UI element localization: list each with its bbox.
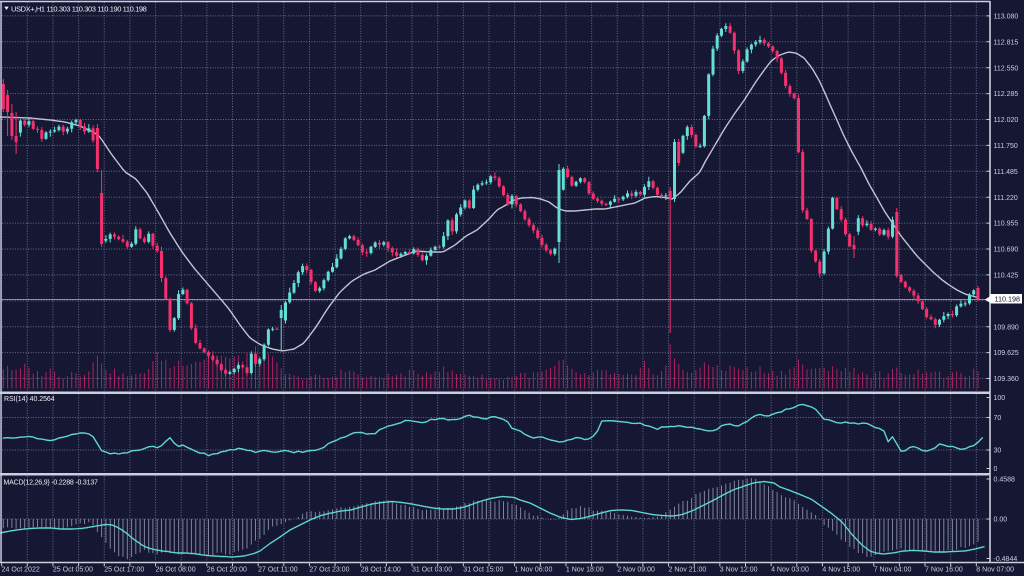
svg-text:70: 70 [994,415,1002,422]
svg-text:28 Oct 14:00: 28 Oct 14:00 [361,567,401,574]
svg-text:0.00: 0.00 [994,517,1008,524]
svg-text:1 Nov 06:00: 1 Nov 06:00 [515,567,553,574]
svg-text:-0.4844: -0.4844 [994,556,1018,563]
svg-text:1 Nov 18:00: 1 Nov 18:00 [566,567,604,574]
svg-text:USDX+,H1 110.303 110.303 110.: USDX+,H1 110.303 110.303 110.190 110.198 [11,5,147,14]
svg-text:111.750: 111.750 [994,143,1018,150]
svg-text:3 Nov 12:00: 3 Nov 12:00 [720,567,758,574]
svg-text:112.550: 112.550 [994,65,1019,72]
svg-text:112.815: 112.815 [994,39,1019,46]
svg-text:MACD(12,26,9) -0.2288 -0.3137: MACD(12,26,9) -0.2288 -0.3137 [4,480,99,487]
svg-text:30: 30 [994,448,1002,455]
svg-text:0: 0 [994,466,998,473]
svg-text:100: 100 [994,395,1006,402]
svg-text:7 Nov 16:00: 7 Nov 16:00 [925,567,963,574]
svg-text:26 Oct 20:00: 26 Oct 20:00 [207,567,247,574]
svg-text:110.690: 110.690 [994,247,1019,254]
svg-text:7 Nov 04:00: 7 Nov 04:00 [874,567,912,574]
svg-text:27 Oct 23:00: 27 Oct 23:00 [309,567,349,574]
svg-text:110.955: 110.955 [994,221,1019,228]
svg-text:110.425: 110.425 [994,273,1019,280]
svg-text:2 Nov 21:00: 2 Nov 21:00 [669,567,707,574]
svg-text:109.890: 109.890 [994,324,1019,331]
svg-text:25 Oct 17:00: 25 Oct 17:00 [104,567,144,574]
svg-text:111.485: 111.485 [994,169,1018,176]
svg-text:110.198: 110.198 [995,295,1020,304]
svg-text:112.020: 112.020 [994,117,1019,124]
svg-text:0.4588: 0.4588 [994,477,1016,484]
svg-text:31 Oct 03:00: 31 Oct 03:00 [412,567,452,574]
svg-text:24 Oct 2022: 24 Oct 2022 [2,567,40,574]
svg-text:4 Nov 03:00: 4 Nov 03:00 [771,567,809,574]
svg-text:4 Nov 15:00: 4 Nov 15:00 [822,567,860,574]
svg-text:25 Oct 05:00: 25 Oct 05:00 [53,567,93,574]
svg-text:8 Nov 07:00: 8 Nov 07:00 [976,567,1014,574]
svg-text:111.220: 111.220 [994,195,1018,202]
svg-text:2 Nov 09:00: 2 Nov 09:00 [617,567,655,574]
svg-text:RSI(14) 40.2564: RSI(14) 40.2564 [4,396,55,403]
svg-text:112.285: 112.285 [994,91,1019,98]
svg-text:109.625: 109.625 [994,350,1019,357]
svg-text:109.360: 109.360 [994,376,1019,383]
svg-text:31 Oct 15:00: 31 Oct 15:00 [463,567,503,574]
svg-text:113.080: 113.080 [994,14,1019,21]
svg-text:27 Oct 11:00: 27 Oct 11:00 [258,567,298,574]
svg-text:26 Oct 08:00: 26 Oct 08:00 [156,567,196,574]
